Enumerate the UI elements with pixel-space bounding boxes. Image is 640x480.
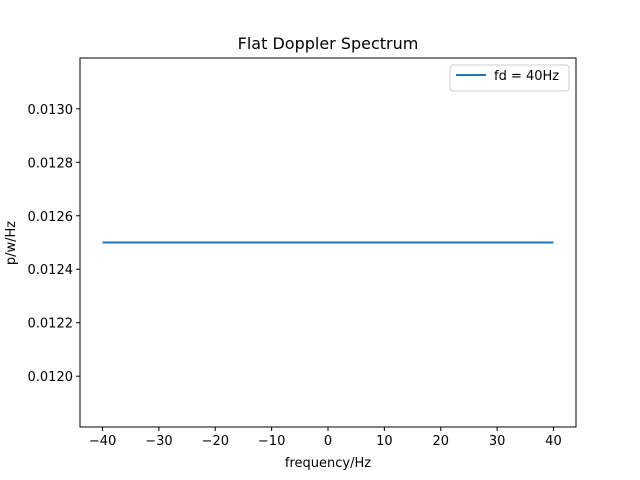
x-tick-label: −20	[202, 434, 229, 449]
y-tick-label: 0.0120	[28, 370, 74, 385]
y-tick-label: 0.0124	[28, 263, 74, 278]
legend-box	[449, 64, 570, 92]
y-tick-label: 0.0122	[28, 317, 74, 332]
y-axis-label: p/w/Hz	[4, 221, 19, 265]
x-tick-label: 20	[432, 434, 449, 449]
x-tick-label: 0	[324, 434, 332, 449]
y-tick-label: 0.0128	[28, 156, 74, 171]
y-tick-label: 0.0130	[28, 103, 74, 118]
x-tick-label: −10	[258, 434, 285, 449]
x-tick-label: 40	[545, 434, 562, 449]
x-tick-label: −40	[89, 434, 116, 449]
x-tick-label: −30	[145, 434, 172, 449]
legend-label-fd-40hz: fd = 40Hz	[494, 69, 559, 84]
x-tick-label: 30	[489, 434, 506, 449]
y-tick-label: 0.0126	[28, 210, 74, 225]
chart-title: Flat Doppler Spectrum	[238, 34, 419, 53]
legend: fd = 40Hz	[449, 64, 570, 92]
plot-frame	[79, 57, 577, 428]
x-axis-label: frequency/Hz	[285, 456, 371, 471]
y-axis-ticks: 0.0120 0.0122 0.0124 0.0126 0.0128 0.0130	[28, 103, 80, 385]
x-tick-label: 10	[376, 434, 393, 449]
x-axis-ticks: −40 −30 −20 −10 0 10 20 30 40	[89, 427, 562, 449]
